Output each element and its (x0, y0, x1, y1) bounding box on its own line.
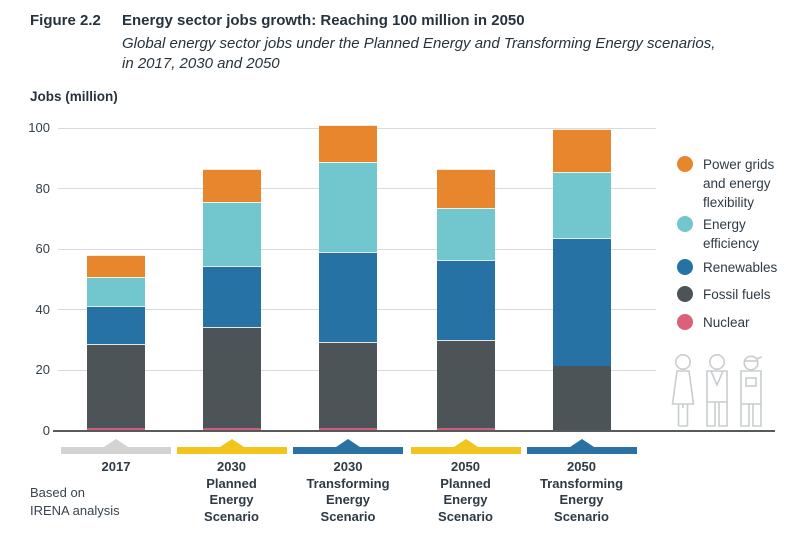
figure-subtitle-line1: Global energy sector jobs under the Plan… (122, 35, 716, 52)
legend-swatch (677, 314, 693, 330)
woman-icon (671, 354, 695, 427)
category-label: 2050 Planned Energy Scenario (438, 459, 493, 524)
bar-segment-renewables (436, 260, 495, 341)
bar-segment-power-grids-and-energy-flexibility (436, 169, 495, 208)
legend-item-powergrids-andenergy-flexibility: Power grids and energy flexibility (677, 155, 774, 212)
y-tick-label: 100 (28, 120, 50, 135)
figure-subtitle: Global energy sector jobs under the Plan… (122, 34, 715, 74)
bar-segment-renewables (87, 305, 145, 345)
worker-icon (740, 355, 763, 427)
scenario-ribbon (526, 447, 637, 454)
legend-swatch (677, 156, 693, 172)
bar-segment-fossil-fuels (202, 327, 261, 428)
bar-segment-energy-efficiency (436, 207, 495, 261)
bar-2017 (87, 254, 145, 430)
bar-segment-fossil-fuels (552, 366, 611, 430)
figure-title: Energy sector jobs growth: Reaching 100 … (122, 12, 525, 29)
bar-segment-fossil-fuels (319, 341, 377, 428)
bar-segment-nuclear (202, 427, 261, 430)
source-note-line2: IRENA analysis (30, 503, 120, 518)
bar-segment-nuclear (87, 427, 145, 430)
legend-label: Renewables (703, 260, 778, 275)
bar-segment-power-grids-and-energy-flexibility (87, 254, 145, 278)
legend-item-fossilfuels: Fossil fuels (677, 285, 771, 304)
workers-icon (671, 354, 763, 427)
scenario-ribbon-pointer (569, 439, 594, 447)
source-note: Based on IRENA analysis (30, 484, 120, 520)
bar-segment-fossil-fuels (87, 344, 145, 428)
bar-segment-power-grids-and-energy-flexibility (552, 128, 611, 173)
category-label: 2050 Transforming Energy Scenario (539, 459, 624, 524)
x-axis-line (53, 430, 775, 432)
figure-number: Figure 2.2 (30, 12, 101, 29)
scenario-ribbon-pointer (336, 439, 360, 447)
legend-label: Energy efficiency (703, 217, 760, 251)
y-tick-label: 40 (35, 301, 50, 317)
scenario-ribbon-pointer (219, 439, 244, 447)
bar-segment-nuclear (319, 427, 377, 430)
legend-item-energy-efficiency: Energy efficiency (677, 215, 759, 253)
bar-segment-power-grids-and-energy-flexibility (319, 125, 377, 163)
legend-item-nuclear: Nuclear (677, 313, 750, 332)
bar-segment-fossil-fuels (436, 340, 495, 428)
scenario-ribbon-pointer (453, 439, 478, 447)
legend-swatch (677, 216, 693, 232)
bar-segment-power-grids-and-energy-flexibility (202, 168, 261, 202)
bar-segment-energy-efficiency (552, 172, 611, 239)
legend-swatch (677, 259, 693, 275)
bar-segment-renewables (319, 251, 377, 342)
y-tick-label: 60 (35, 241, 50, 257)
category-label: 2030 Planned Energy Scenario (204, 459, 259, 524)
legend-label: Power grids and energy flexibility (703, 157, 775, 210)
scenario-ribbon (293, 447, 403, 454)
bar-segment-energy-efficiency (319, 162, 377, 252)
legend-swatch (677, 286, 693, 302)
bar-segment-renewables (552, 238, 611, 367)
figure-subtitle-line2: in 2017, 2030 and 2050 (122, 55, 280, 72)
scenario-ribbon (176, 447, 287, 454)
bar-segment-energy-efficiency (87, 277, 145, 306)
bar-2030-transforming-energy-scenario (319, 125, 377, 430)
bar-segment-nuclear (436, 427, 495, 430)
bar-segment-energy-efficiency (202, 201, 261, 267)
y-tick-label: 20 (35, 362, 50, 378)
y-axis-title: Jobs (million) (30, 89, 118, 104)
scenario-ribbon-pointer (104, 439, 128, 447)
suit-person-icon (706, 354, 728, 427)
legend-item-renewables: Renewables (677, 258, 777, 277)
category-label: 2017 (101, 459, 131, 474)
scenario-ribbon (61, 447, 171, 454)
legend-label: Nuclear (703, 315, 750, 330)
bar-2050-transforming-energy-scenario (552, 128, 611, 430)
bar-2050-planned-energy-scenario (436, 169, 495, 430)
y-tick-label: 80 (35, 180, 50, 196)
y-tick-label: 0 (42, 423, 50, 438)
category-label: 2030 Transforming Energy Scenario (306, 459, 390, 524)
bar-segment-renewables (202, 266, 261, 328)
legend-label: Fossil fuels (703, 287, 771, 302)
source-note-line1: Based on (30, 485, 85, 500)
scenario-ribbon (410, 447, 521, 454)
bar-2030-planned-energy-scenario (202, 168, 261, 430)
